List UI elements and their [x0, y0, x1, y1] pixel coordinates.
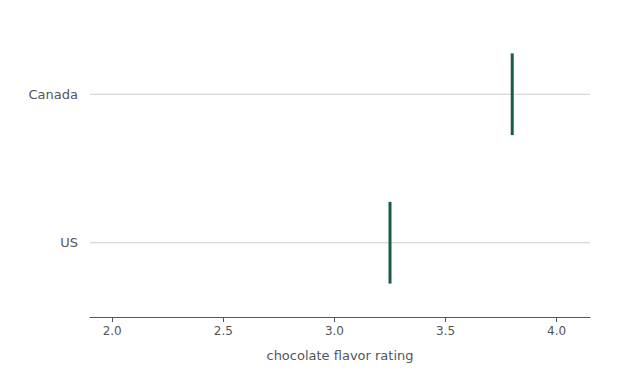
svg-text:2.5: 2.5	[214, 324, 233, 338]
svg-text:3.5: 3.5	[436, 324, 455, 338]
svg-text:3.0: 3.0	[325, 324, 344, 338]
svg-text:2.0: 2.0	[103, 324, 122, 338]
svg-text:4.0: 4.0	[547, 324, 566, 338]
svg-text:chocolate flavor rating: chocolate flavor rating	[266, 348, 413, 363]
svg-text:US: US	[60, 235, 78, 250]
svg-text:Canada: Canada	[29, 87, 78, 102]
